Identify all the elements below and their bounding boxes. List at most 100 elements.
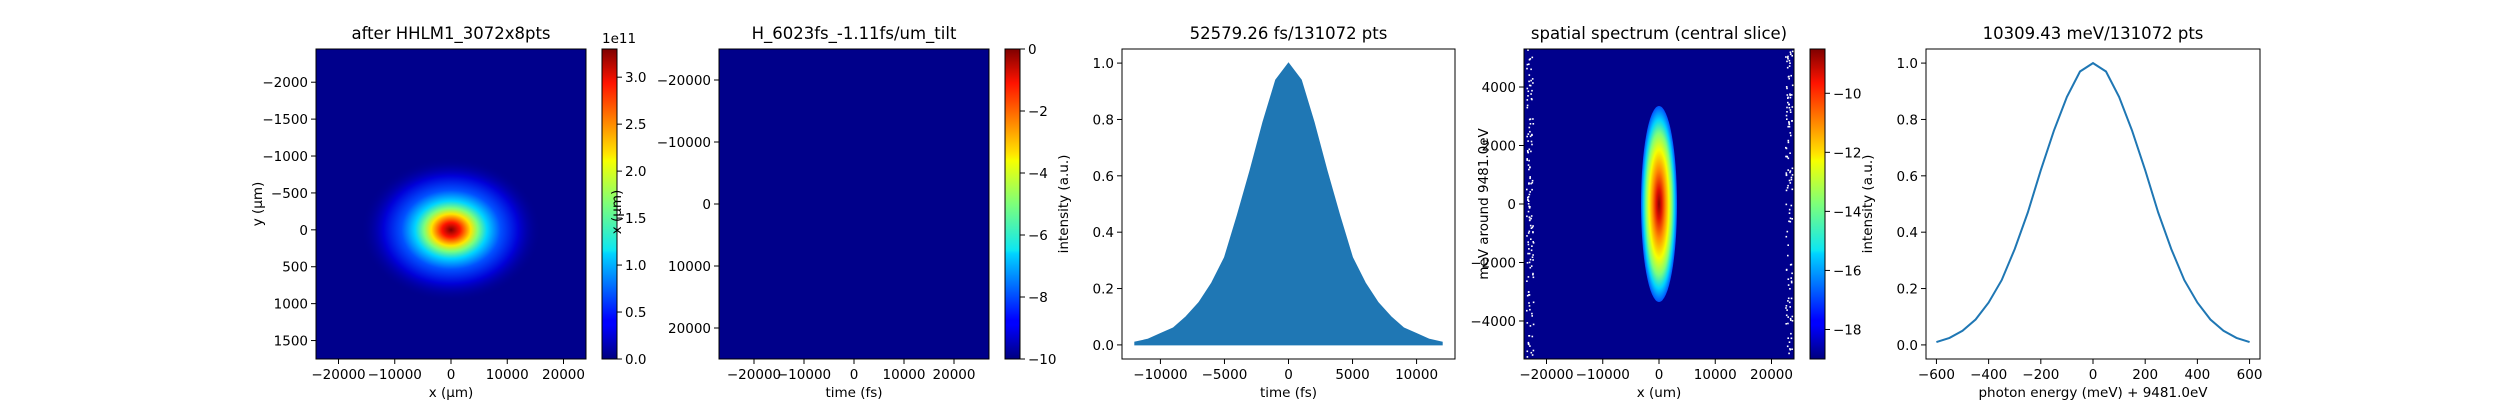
- noise-pixel: [1791, 167, 1794, 170]
- noise-pixel: [1786, 230, 1789, 233]
- colorbar-offset-label-0: 1e11: [602, 31, 636, 47]
- x-tick-label-1-3: 10000: [883, 367, 926, 383]
- noise-pixel: [1531, 89, 1533, 92]
- noise-pixel: [1529, 177, 1531, 180]
- noise-pixel: [1531, 312, 1533, 315]
- x-tick-label-3-4: 20000: [1750, 367, 1793, 383]
- y-tick-label-3-1: 2000: [1482, 139, 1516, 155]
- noise-pixel: [1526, 309, 1528, 312]
- noise-pixel: [1526, 67, 1528, 70]
- noise-pixel: [1528, 126, 1531, 129]
- noise-pixel: [1788, 352, 1790, 355]
- noise-pixel: [1790, 263, 1793, 266]
- noise-pixel: [1530, 227, 1533, 229]
- noise-pixel: [1529, 58, 1532, 60]
- noise-pixel: [1529, 135, 1532, 138]
- noise-pixel: [1530, 249, 1533, 252]
- noise-pixel: [1785, 203, 1788, 206]
- noise-pixel: [1787, 322, 1789, 325]
- noise-pixel: [1790, 94, 1793, 96]
- noise-pixel: [1789, 152, 1791, 154]
- noise-pixel: [1788, 77, 1790, 80]
- colorbar-tick-label-1-4: −8: [1028, 290, 1048, 306]
- noise-pixel: [1528, 302, 1530, 304]
- noise-pixel: [1530, 140, 1533, 143]
- noise-pixel: [1531, 98, 1533, 101]
- noise-pixel: [1532, 82, 1534, 84]
- noise-pixel: [1790, 74, 1792, 77]
- x-tick-label-3-1: −10000: [1576, 367, 1630, 383]
- noise-pixel: [1530, 150, 1532, 153]
- noise-pixel: [1532, 272, 1534, 275]
- x-tick-label-3-3: 10000: [1694, 367, 1737, 383]
- noise-pixel: [1532, 349, 1535, 352]
- noise-pixel: [1529, 118, 1532, 120]
- noise-pixel: [1789, 217, 1792, 220]
- noise-pixel: [1785, 323, 1787, 325]
- noise-pixel: [1788, 122, 1790, 124]
- noise-pixel: [1528, 343, 1530, 346]
- y-tick-label-0-7: 1500: [274, 334, 308, 350]
- noise-pixel: [1786, 66, 1789, 69]
- heatmap-spectral-line: [1641, 106, 1677, 302]
- y-tick-label-4-0: 0.0: [1897, 338, 1918, 354]
- noise-pixel: [1787, 55, 1789, 58]
- noise-pixel: [1786, 87, 1788, 90]
- noise-pixel: [1527, 276, 1530, 278]
- noise-pixel: [1532, 231, 1534, 233]
- colorbar-tick-label-1-0: 0: [1028, 42, 1037, 58]
- noise-pixel: [1528, 63, 1530, 65]
- x-tick-label-4-6: 600: [2237, 367, 2263, 383]
- noise-pixel: [1786, 106, 1788, 109]
- noise-pixel: [1785, 56, 1787, 58]
- noise-pixel: [1790, 337, 1793, 340]
- noise-pixel: [1528, 335, 1530, 337]
- noise-pixel: [1785, 86, 1788, 88]
- noise-pixel: [1531, 226, 1534, 229]
- noise-pixel: [1785, 235, 1788, 238]
- x-tick-label-2-1: −5000: [1202, 367, 1248, 383]
- noise-pixel: [1791, 120, 1793, 122]
- y-axis-label-2: intensity (a.u.): [1056, 155, 1072, 254]
- noise-pixel: [1532, 242, 1535, 244]
- colorbar-tick-label-0-2: 1.0: [625, 258, 646, 274]
- noise-pixel: [1788, 179, 1791, 182]
- noise-pixel: [1791, 55, 1793, 57]
- chart-title-0: after HHLM1_3072x8pts: [351, 24, 550, 44]
- noise-pixel: [1791, 174, 1794, 176]
- noise-pixel: [1530, 182, 1532, 185]
- noise-pixel: [1528, 182, 1530, 184]
- y-tick-label-4-4: 0.8: [1897, 112, 1918, 128]
- noise-pixel: [1786, 56, 1789, 59]
- y-axis-label-0: y (μm): [250, 182, 266, 227]
- x-tick-label-4-5: 400: [2184, 367, 2210, 383]
- noise-pixel: [1787, 278, 1790, 280]
- y-tick-label-1-1: −10000: [657, 135, 711, 151]
- colorbar-tick-label-3-2: −14: [1833, 204, 1862, 220]
- noise-pixel: [1787, 141, 1790, 144]
- noise-pixel: [1528, 58, 1531, 61]
- y-axis-label-3: meV around 9481.0eV: [1476, 127, 1492, 279]
- panel-heatmap-tilt: −20000−10000 0 10000 20000−20000−1000001000…: [657, 24, 1057, 400]
- noise-pixel: [1528, 248, 1530, 250]
- noise-pixel: [1788, 107, 1791, 109]
- noise-pixel: [1791, 348, 1793, 350]
- x-axis-label-4: photon energy (meV) + 9481.0eV: [1978, 385, 2208, 400]
- colorbar-tick-label-0-3: 1.5: [625, 211, 646, 227]
- y-tick-label-1-0: −20000: [657, 73, 711, 89]
- noise-pixel: [1527, 198, 1529, 201]
- noise-pixel: [1529, 325, 1532, 327]
- y-tick-label-3-0: 4000: [1482, 80, 1516, 96]
- noise-pixel: [1786, 156, 1789, 158]
- noise-pixel: [1528, 193, 1531, 196]
- noise-pixel: [1789, 109, 1792, 111]
- noise-pixel: [1527, 164, 1530, 166]
- noise-pixel: [1787, 297, 1790, 300]
- noise-pixel: [1787, 184, 1789, 187]
- noise-pixel: [1787, 284, 1790, 286]
- noise-pixel: [1530, 215, 1533, 217]
- noise-pixel: [1787, 58, 1789, 60]
- noise-pixel: [1528, 305, 1531, 307]
- noise-pixel: [1789, 94, 1791, 96]
- noise-pixel: [1785, 269, 1788, 271]
